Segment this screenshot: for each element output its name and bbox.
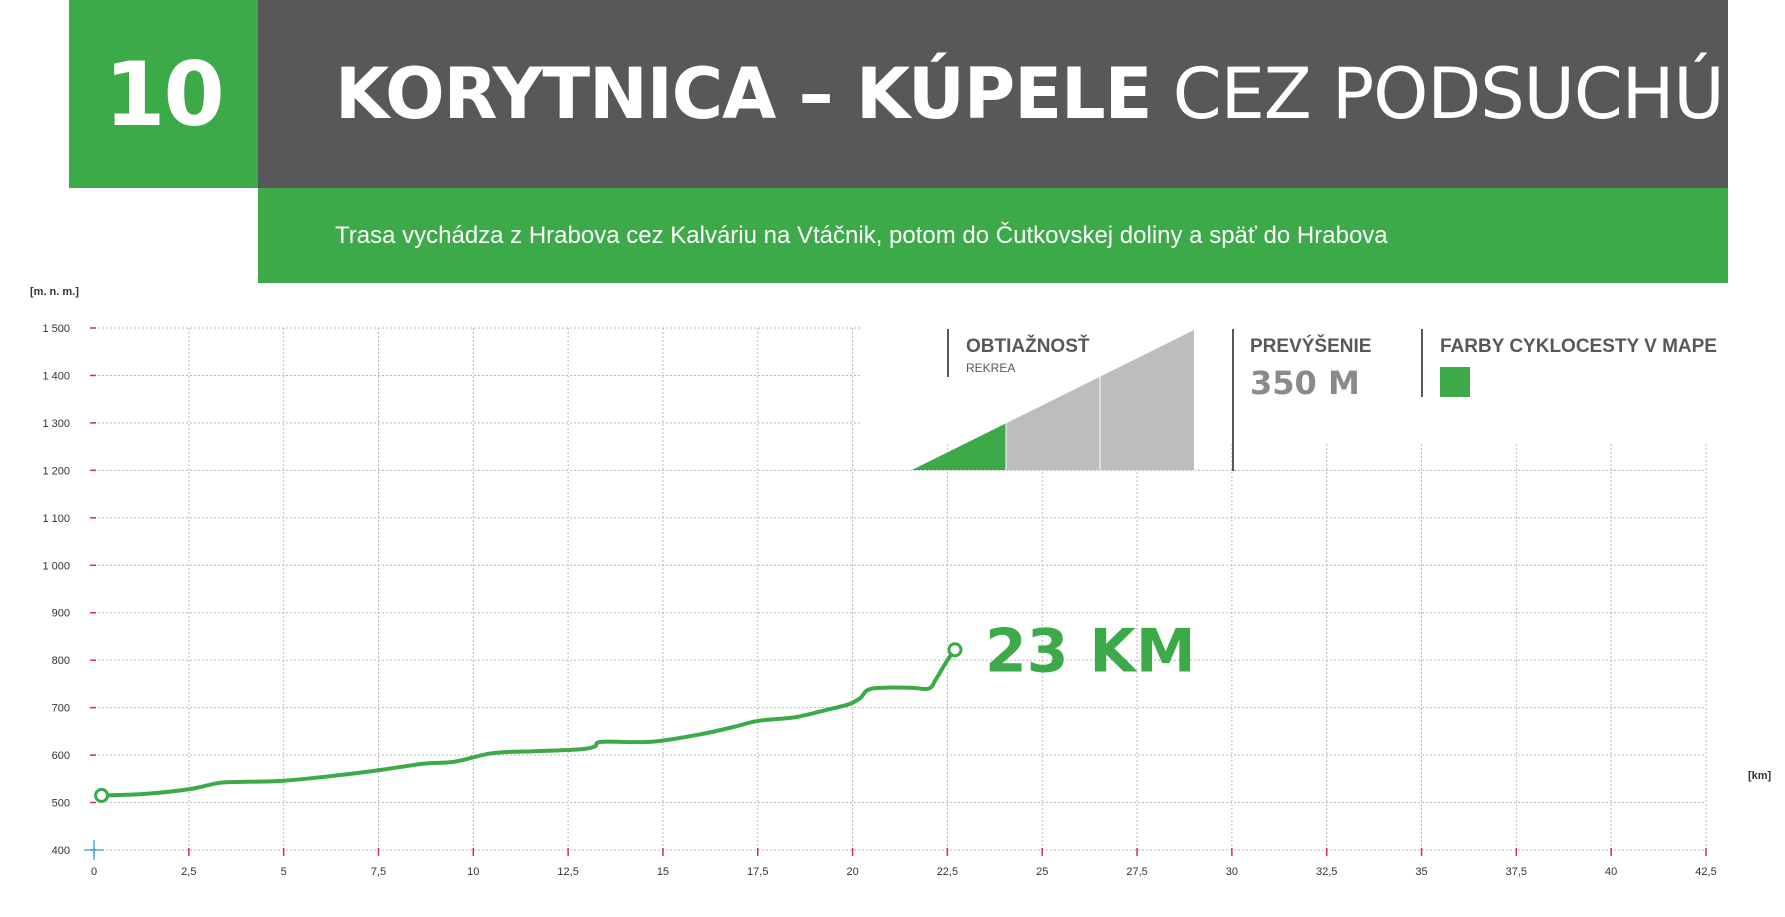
- y-tick-label: 400: [52, 845, 70, 857]
- x-tick-label: 2,5: [181, 866, 196, 878]
- origin-cross-icon: [84, 840, 104, 860]
- info-panel: OBTIAŽNOSŤ REKREA PREVÝŠENIE 350 M FARBY…: [860, 323, 1740, 471]
- x-tick-label: 10: [467, 866, 479, 878]
- elevation-profile-line: [99, 647, 957, 798]
- x-tick-label: 42,5: [1695, 866, 1716, 878]
- difficulty-level-fill: [912, 423, 1006, 470]
- y-tick-label: 1 400: [42, 370, 70, 382]
- y-axis: 400 500 600 700 800 900 1 000 1 100 1 200 1 300 1 …: [42, 323, 96, 857]
- x-tick-label: 22,5: [937, 866, 958, 878]
- title-bold: KORYTNICA – KÚPELE: [335, 53, 1152, 135]
- x-tick-label: 20: [846, 866, 858, 878]
- difficulty-indicator: [912, 330, 1194, 470]
- x-tick-label: 12,5: [557, 866, 578, 878]
- page-subtitle: Trasa vychádza z Hrabova cez Kalváriu na…: [335, 221, 1388, 249]
- y-tick-label: 1 500: [42, 323, 70, 335]
- y-tick-label: 800: [52, 655, 70, 667]
- x-tick-label: 5: [281, 866, 287, 878]
- title-light: CEZ PODSUCHÚ: [1172, 53, 1725, 135]
- chart-grid: [94, 327, 1707, 851]
- elevation-gain-value: 350 M: [1250, 364, 1360, 402]
- x-axis-unit-label: [km]: [1748, 770, 1772, 782]
- difficulty-value: REKREA: [966, 361, 1015, 375]
- subtitle-bar: Trasa vychádza z Hrabova cez Kalváriu na…: [258, 188, 1728, 283]
- start-point-marker: [94, 787, 110, 803]
- title-bar: KORYTNICA – KÚPELE CEZ PODSUCHÚ: [258, 0, 1728, 188]
- x-tick-label: 7,5: [371, 866, 386, 878]
- page-title: KORYTNICA – KÚPELE CEZ PODSUCHÚ: [335, 53, 1725, 135]
- y-tick-label: 1 300: [42, 418, 70, 430]
- map-color-swatch: [1440, 367, 1470, 397]
- elevation-gain-label: PREVÝŠENIE: [1250, 335, 1371, 357]
- x-tick-label: 25: [1036, 866, 1048, 878]
- x-tick-label: 37,5: [1506, 866, 1527, 878]
- route-number: 10: [69, 0, 258, 188]
- difficulty-label: OBTIAŽNOSŤ: [966, 335, 1090, 357]
- x-tick-label: 0: [91, 866, 97, 878]
- y-tick-label: 500: [52, 798, 70, 810]
- distance-label: 23 KM: [985, 617, 1196, 687]
- x-tick-label: 40: [1605, 866, 1617, 878]
- x-tick-label: 17,5: [747, 866, 768, 878]
- y-tick-label: 900: [52, 608, 70, 620]
- x-tick-label: 32,5: [1316, 866, 1337, 878]
- y-tick-label: 600: [52, 750, 70, 762]
- x-tick-label: 30: [1226, 866, 1238, 878]
- end-point-marker: [947, 642, 963, 658]
- x-tick-label: 35: [1415, 866, 1427, 878]
- x-axis: 0 2,5 5 7,5 10 12,5 15 17,5 20 22,5 25 27,5 30 32,5 35…: [91, 848, 1717, 878]
- y-axis-unit-label: [m. n. m.]: [30, 286, 79, 298]
- x-tick-label: 27,5: [1126, 866, 1147, 878]
- y-tick-label: 1 200: [42, 465, 70, 477]
- y-tick-label: 1 000: [42, 560, 70, 572]
- x-tick-label: 15: [657, 866, 669, 878]
- y-tick-label: 700: [52, 703, 70, 715]
- info-panel-bg: [860, 323, 1740, 443]
- y-tick-label: 1 100: [42, 513, 70, 525]
- map-color-label: FARBY CYKLOCESTY V MAPE: [1440, 336, 1717, 357]
